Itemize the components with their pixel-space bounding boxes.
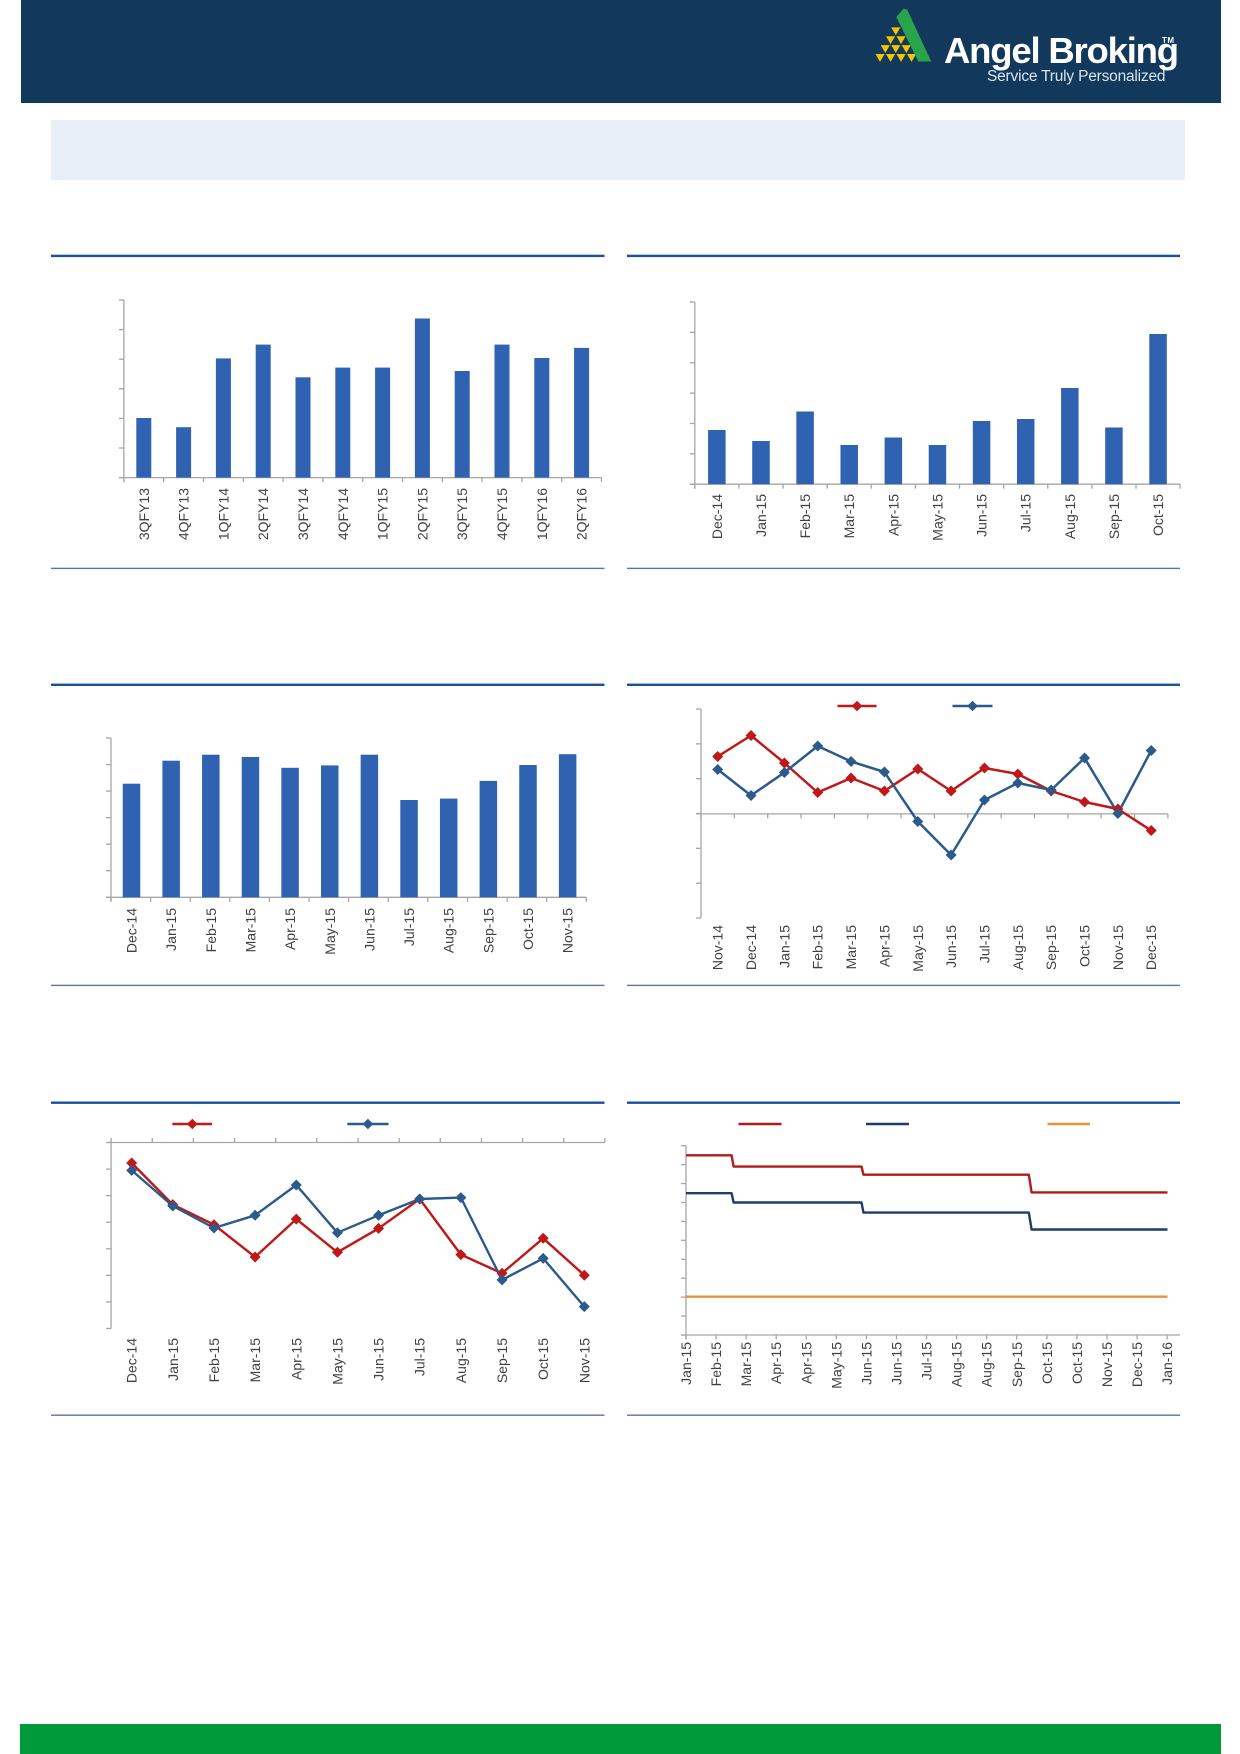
svg-text:Feb-15: Feb-15 [708,1342,724,1387]
svg-text:Jul-15: Jul-15 [976,925,992,963]
svg-text:4QFY15: 4QFY15 [494,488,510,540]
svg-text:3QFY15: 3QFY15 [454,488,470,540]
svg-text:1QFY14: 1QFY14 [215,488,231,540]
svg-text:Jun-15: Jun-15 [858,1342,874,1385]
svg-text:Aug-15: Aug-15 [453,1338,469,1383]
svg-text:Feb-15: Feb-15 [203,908,219,953]
svg-text:Jun-15: Jun-15 [888,1342,904,1385]
svg-text:Oct-15: Oct-15 [520,908,536,950]
svg-text:Jan-16: Jan-16 [1159,1342,1175,1385]
svg-text:Apr-15: Apr-15 [768,1342,784,1384]
svg-text:Jun-15: Jun-15 [361,908,377,951]
svg-text:May-15: May-15 [329,1338,345,1385]
svg-text:Jul-15: Jul-15 [412,1338,428,1376]
svg-text:Feb-15: Feb-15 [797,494,813,539]
svg-text:Sep-15: Sep-15 [480,908,496,953]
svg-text:Dec-14: Dec-14 [709,494,725,539]
svg-text:Jun-15: Jun-15 [974,494,990,537]
svg-text:Sep-15: Sep-15 [494,1338,510,1383]
svg-text:Oct-15: Oct-15 [535,1338,551,1380]
svg-text:Nov-15: Nov-15 [1110,925,1126,970]
svg-text:Nov-14: Nov-14 [710,925,726,970]
svg-text:Feb-15: Feb-15 [810,925,826,970]
svg-text:Oct-15: Oct-15 [1069,1342,1085,1384]
svg-text:May-15: May-15 [322,908,338,955]
svg-text:Mar-15: Mar-15 [841,494,857,539]
svg-text:Dec-15: Dec-15 [1129,1342,1145,1387]
svg-text:Nov-15: Nov-15 [576,1338,592,1383]
svg-text:Sep-15: Sep-15 [1106,494,1122,539]
svg-text:May-15: May-15 [828,1342,844,1389]
svg-text:Oct-15: Oct-15 [1077,925,1093,967]
svg-text:Dec-14: Dec-14 [124,908,140,953]
svg-text:1QFY16: 1QFY16 [534,488,550,540]
svg-text:Mar-15: Mar-15 [738,1342,754,1387]
svg-text:Aug-15: Aug-15 [979,1342,995,1387]
svg-text:3QFY13: 3QFY13 [136,488,152,540]
svg-text:1QFY15: 1QFY15 [375,488,391,540]
svg-text:2QFY16: 2QFY16 [574,488,590,540]
svg-text:Nov-15: Nov-15 [560,908,576,953]
svg-text:Aug-15: Aug-15 [949,1342,965,1387]
svg-text:Dec-15: Dec-15 [1143,925,1159,970]
svg-text:Jun-15: Jun-15 [943,925,959,968]
svg-text:Mar-15: Mar-15 [242,908,258,953]
svg-text:Jan-15: Jan-15 [678,1342,694,1385]
svg-text:Apr-15: Apr-15 [876,925,892,967]
svg-text:Apr-15: Apr-15 [288,1338,304,1380]
svg-text:Jul-15: Jul-15 [919,1342,935,1380]
svg-text:Jul-15: Jul-15 [401,908,417,946]
svg-text:Apr-15: Apr-15 [282,908,298,950]
svg-text:Jan-15: Jan-15 [165,1338,181,1381]
svg-text:Jan-15: Jan-15 [776,925,792,968]
svg-text:3QFY14: 3QFY14 [295,488,311,540]
svg-text:Jan-15: Jan-15 [753,494,769,537]
svg-text:4QFY13: 4QFY13 [176,488,192,540]
svg-text:Jan-15: Jan-15 [163,908,179,951]
svg-text:Feb-15: Feb-15 [206,1338,222,1383]
svg-text:Nov-15: Nov-15 [1099,1342,1115,1387]
svg-text:2QFY14: 2QFY14 [255,488,271,540]
svg-text:Mar-15: Mar-15 [247,1338,263,1383]
svg-text:Apr-15: Apr-15 [885,494,901,536]
svg-text:Aug-15: Aug-15 [1062,494,1078,539]
svg-text:May-15: May-15 [910,925,926,972]
svg-text:May-15: May-15 [929,494,945,541]
svg-text:Apr-15: Apr-15 [798,1342,814,1384]
svg-text:Aug-15: Aug-15 [1010,925,1026,970]
svg-text:Dec-14: Dec-14 [743,925,759,970]
svg-text:Oct-15: Oct-15 [1150,494,1166,536]
svg-text:Dec-14: Dec-14 [124,1338,140,1383]
svg-text:Jun-15: Jun-15 [371,1338,387,1381]
svg-text:2QFY15: 2QFY15 [414,488,430,540]
svg-text:Sep-15: Sep-15 [1009,1342,1025,1387]
svg-text:Aug-15: Aug-15 [441,908,457,953]
svg-text:Sep-15: Sep-15 [1043,925,1059,970]
svg-text:Jul-15: Jul-15 [1018,494,1034,532]
svg-text:Oct-15: Oct-15 [1039,1342,1055,1384]
svg-text:Mar-15: Mar-15 [843,925,859,970]
svg-text:4QFY14: 4QFY14 [335,488,351,540]
